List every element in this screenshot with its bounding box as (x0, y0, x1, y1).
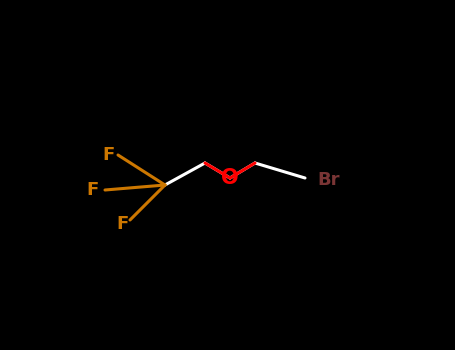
Text: F: F (102, 146, 114, 164)
Text: F: F (87, 181, 99, 199)
Text: F: F (116, 215, 128, 233)
Text: Br: Br (317, 171, 339, 189)
Text: O: O (221, 168, 239, 188)
